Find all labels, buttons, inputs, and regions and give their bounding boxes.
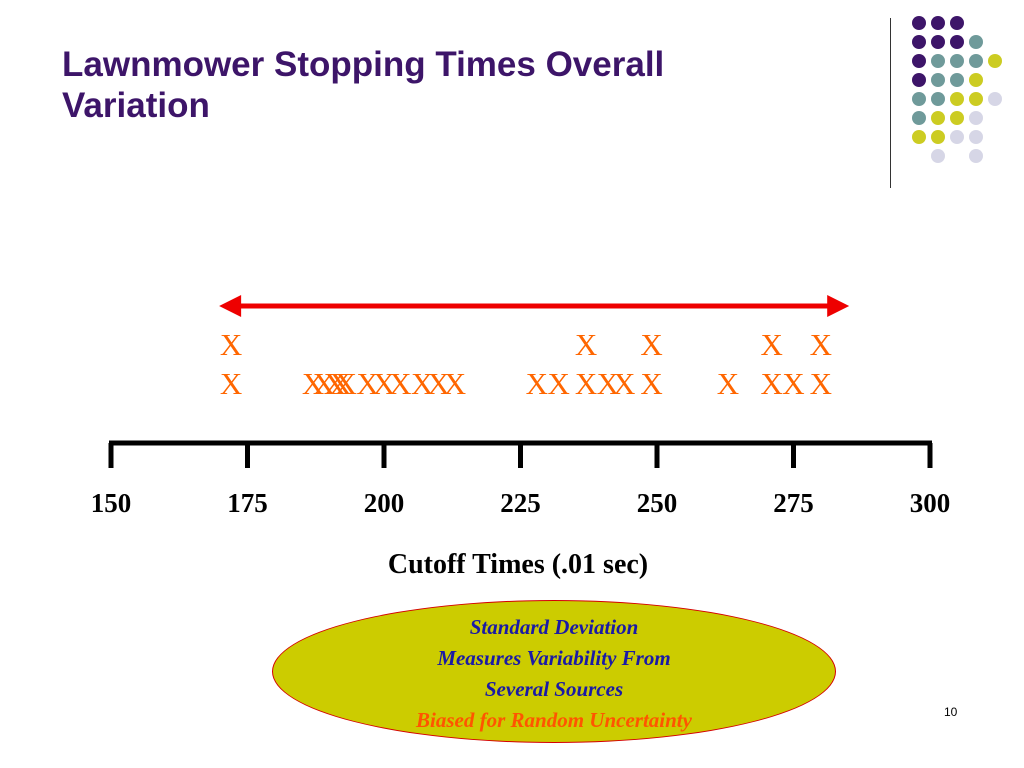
callout-line-3: Several Sources — [484, 677, 624, 701]
decorative-dot — [912, 111, 926, 125]
data-point-x: X — [810, 327, 832, 362]
decorative-dot — [912, 92, 926, 106]
decorative-dot — [912, 35, 926, 49]
decorative-dot — [969, 149, 983, 163]
decorative-dot — [950, 111, 964, 125]
decorative-dot-grid — [912, 16, 1002, 163]
decorative-dot — [950, 16, 964, 30]
data-point-x: X — [302, 366, 324, 401]
data-point-x: X — [427, 366, 449, 401]
data-point-x: X — [411, 366, 433, 401]
data-point-x: X — [444, 366, 466, 401]
decorative-dot — [931, 111, 945, 125]
data-point-x: X — [548, 366, 570, 401]
data-point-x: X — [575, 327, 597, 362]
decorative-dot — [969, 111, 983, 125]
decorative-dot — [931, 16, 945, 30]
x-tick-label: 200 — [364, 488, 405, 518]
data-point-x: X — [356, 366, 378, 401]
decorative-dot — [969, 35, 983, 49]
callout-line-1: Standard Deviation — [469, 615, 639, 639]
x-tick-label: 175 — [227, 488, 268, 518]
data-point-x: X — [220, 366, 242, 401]
decorative-dot — [950, 130, 964, 144]
decorative-dot — [931, 149, 945, 163]
decorative-dot — [912, 16, 926, 30]
decorative-dot — [931, 92, 945, 106]
data-point-x: X — [313, 366, 335, 401]
data-point-x: X — [526, 366, 548, 401]
decorative-dot — [969, 92, 983, 106]
decorative-dot — [969, 73, 983, 87]
data-point-x: X — [389, 366, 411, 401]
data-point-x: X — [324, 366, 346, 401]
data-point-x: X — [640, 327, 662, 362]
x-tick-label: 300 — [910, 488, 951, 518]
decorative-dot — [912, 54, 926, 68]
x-tick-label: 150 — [91, 488, 132, 518]
decorative-dot — [950, 92, 964, 106]
decorative-dot — [912, 130, 926, 144]
range-arrow-left-head — [219, 295, 242, 317]
x-tick-label: 275 — [773, 488, 814, 518]
data-point-x: X — [597, 366, 619, 401]
dot-plot-chart: Cutoff Times (.01 sec) 150 175 200 225 250 27… — [91, 295, 951, 580]
data-point-x: X — [782, 366, 804, 401]
callout-oval — [272, 600, 836, 743]
range-arrow-right-head — [827, 295, 850, 317]
data-point-x: X — [373, 366, 395, 401]
decorative-dot — [931, 73, 945, 87]
decorative-dot — [988, 54, 1002, 68]
decorative-dot — [969, 130, 983, 144]
data-point-x: X — [613, 366, 635, 401]
data-point-x: X — [760, 366, 782, 401]
callout-line-2: Measures Variability From — [437, 646, 671, 670]
decorative-dot — [931, 35, 945, 49]
decorative-dot — [950, 35, 964, 49]
x-tick-label: 225 — [500, 488, 541, 518]
slide-title: Lawnmower Stopping Times Overall Variati… — [62, 44, 822, 126]
decorative-dot — [931, 130, 945, 144]
slide-title-line-2: Variation — [62, 86, 210, 125]
data-point-x: X — [335, 366, 357, 401]
data-point-x: X — [575, 366, 597, 401]
decorative-dot — [950, 73, 964, 87]
data-point-x: X — [640, 366, 662, 401]
data-point-x: X — [760, 327, 782, 362]
slide-title-line-1: Lawnmower Stopping Times Overall — [62, 45, 665, 84]
decorative-dot — [988, 92, 1002, 106]
page-number: 10 — [944, 705, 958, 719]
decorative-dot — [931, 54, 945, 68]
x-axis-label: Cutoff Times (.01 sec) — [388, 549, 648, 580]
x-tick-label: 250 — [637, 488, 678, 518]
data-point-x: X — [810, 366, 832, 401]
callout-highlight: Biased for Random Uncertainty — [416, 708, 692, 732]
data-point-x: X — [220, 327, 242, 362]
decorative-dot — [969, 54, 983, 68]
decorative-dot — [912, 73, 926, 87]
decorative-divider — [890, 18, 891, 188]
data-point-x: X — [329, 366, 351, 401]
data-point-x: X — [717, 366, 739, 401]
callout-text: Standard Deviation Measures Variability … — [272, 612, 836, 736]
decorative-dot — [950, 54, 964, 68]
